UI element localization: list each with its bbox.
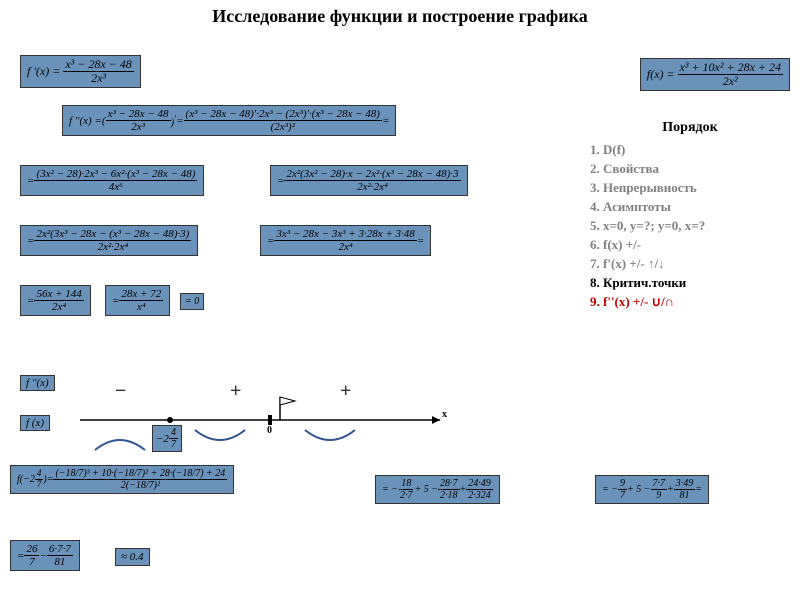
sidebar-item-0: 1. D(f)	[590, 142, 790, 158]
sidebar-item-2: 3. Непрерывность	[590, 180, 790, 196]
fpp-row4c-box: = 0	[180, 293, 204, 310]
fpp-row2b-box: = 2x²(3x² − 28)·x − 2x²·(x³ − 28x − 48)·…	[270, 165, 468, 196]
tick-value-box: −2 4 7	[152, 425, 182, 452]
page-title: Исследование функции и построение график…	[0, 0, 800, 27]
fpp-row4a-box: = 56x + 144 2x⁴	[20, 285, 91, 316]
fx-frac: x³ + 10x² + 28x + 24 2x²	[678, 61, 783, 88]
sign-plus1: +	[230, 380, 241, 403]
fpp-label-box: f ''(x)	[20, 375, 55, 391]
fpp-row2a-box: = (3x² − 28)·2x³ − 6x²·(x³ − 28x − 48) 4…	[20, 165, 204, 196]
sidebar-item-3: 4. Асимптоты	[590, 199, 790, 215]
main-function-box: f(x) = x³ + 10x² + 28x + 24 2x²	[640, 58, 790, 91]
fpp-row4b-box: = 28x + 72 x⁴	[105, 285, 170, 316]
eval-row1-box: f ( −2 4 7 ) = (−18/7)³ + 10·(−18/7)² + …	[10, 465, 234, 494]
sign-minus: −	[115, 380, 126, 403]
numberline-svg	[20, 395, 460, 460]
eval-row1c-box: = − 9 7 + 5 − 7·7 9 + 3·49 81 =	[595, 475, 709, 504]
x-label: x	[442, 409, 447, 420]
sidebar-item-1: 2. Свойства	[590, 161, 790, 177]
fprime-box: f '(x) = x³ − 28x − 48 2x³	[20, 55, 141, 88]
sidebar-item-7: 8. Критич.точки	[590, 275, 790, 291]
sign-plus2: +	[340, 380, 351, 403]
sidebar-item-8: 9. f''(x) +/- ∪/∩	[590, 294, 790, 310]
fpp-row1-box: f ''(x) = ( x³ − 28x − 48 2x³ )′ = (x³ −…	[62, 105, 396, 136]
eval-row1b-box: = − 18 2·7 + 5 − 28·7 2·18 + 24·49 2·324	[375, 475, 500, 504]
sidebar-title: Порядок	[590, 120, 790, 136]
fpp-row3b-box: = 3x³ − 28x − 3x³ + 3·28x + 3·48 2x⁴ =	[260, 225, 431, 256]
zero-label: 0	[267, 425, 272, 436]
sidebar-item-4: 5. x=0, y=?; y=0, x=?	[590, 218, 790, 234]
fx-lhs: f(x) =	[647, 67, 675, 82]
number-line: − + + 0 x	[20, 395, 460, 455]
sidebar-item-6: 7. f'(x) +/- ↑/↓	[590, 256, 790, 272]
sidebar: Порядок 1. D(f) 2. Свойства 3. Непрерывнос…	[590, 120, 790, 313]
eval-row2a-box: = 26 7 − 6·7·7 81	[10, 540, 80, 571]
fpp-row3a-box: = 2x²(3x³ − 28x − (x³ − 28x − 48)·3) 2x²…	[20, 225, 198, 256]
sidebar-item-5: 6. f(x) +/-	[590, 237, 790, 253]
eval-row2b-box: ≈ 0.4	[115, 548, 150, 566]
